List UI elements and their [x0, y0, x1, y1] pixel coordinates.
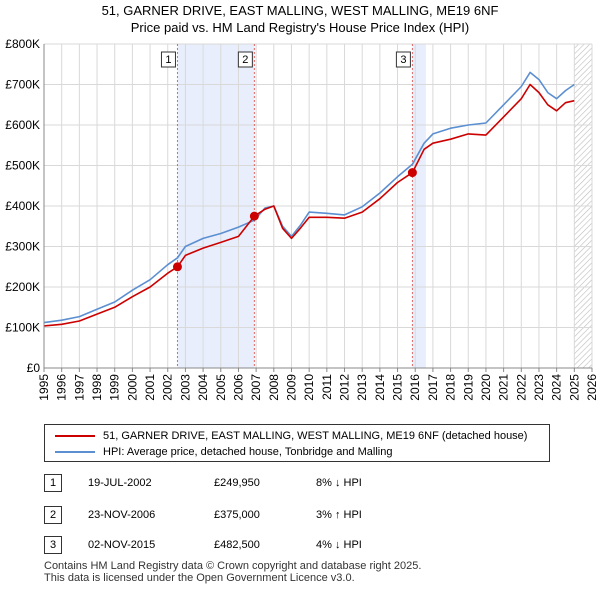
- series-line-hpi: [43, 71, 575, 324]
- sale-marker-3: 3: [44, 536, 62, 554]
- sale-hpi-diff: 8% ↓ HPI: [316, 477, 362, 489]
- x-tick-label: 2005: [214, 374, 228, 401]
- y-tick-label: £300K: [5, 240, 40, 254]
- x-tick-label: 2011: [320, 374, 334, 400]
- sale-point-marker: [407, 168, 417, 178]
- sale-hpi-diff: 3% ↑ HPI: [316, 509, 362, 521]
- sale-row-3: 3 02-NOV-2015 £482,500 4% ↓ HPI: [44, 536, 464, 554]
- chart-title: 51, GARNER DRIVE, EAST MALLING, WEST MAL…: [0, 2, 600, 36]
- x-tick-label: 2004: [196, 374, 210, 401]
- legend-swatch-hpi: [55, 451, 95, 453]
- x-tick-label: 1997: [72, 374, 86, 401]
- y-tick-label: £200K: [5, 280, 40, 294]
- y-tick-label: £600K: [5, 118, 40, 132]
- sale-price: £482,500: [214, 539, 260, 551]
- x-tick-label: 2001: [143, 374, 157, 401]
- x-tick-label: 2016: [408, 374, 422, 401]
- x-tick-label: 2000: [125, 374, 139, 401]
- annotation-label: 1: [165, 54, 171, 66]
- x-tick-label: 2018: [444, 374, 458, 401]
- legend-label-property: 51, GARNER DRIVE, EAST MALLING, WEST MAL…: [103, 430, 528, 442]
- x-tick-label: 2024: [550, 374, 564, 401]
- x-tick-label: 2017: [426, 374, 440, 401]
- x-tick-label: 2003: [178, 374, 192, 401]
- y-tick-label: £800K: [5, 37, 40, 51]
- annotation-label: 3: [400, 54, 406, 66]
- x-tick-label: 2012: [338, 374, 352, 401]
- y-tick-label: £0: [27, 361, 41, 375]
- title-line-1: 51, GARNER DRIVE, EAST MALLING, WEST MAL…: [101, 3, 499, 18]
- title-line-2: Price paid vs. HM Land Registry's House …: [130, 20, 470, 35]
- x-tick-label: 2021: [497, 374, 511, 401]
- sale-row-2: 2 23-NOV-2006 £375,000 3% ↑ HPI: [44, 506, 464, 524]
- sale-date: 02-NOV-2015: [88, 539, 156, 551]
- sale-point-marker: [172, 262, 182, 272]
- sale-hpi-diff: 4% ↓ HPI: [316, 539, 362, 551]
- footer-copyright: Contains HM Land Registry data © Crown c…: [44, 560, 422, 572]
- x-tick-label: 1996: [55, 374, 69, 401]
- x-tick-label: 2026: [585, 374, 599, 401]
- footer: Contains HM Land Registry data © Crown c…: [44, 560, 421, 584]
- x-tick-label: 1999: [108, 374, 122, 401]
- annotation-box: [160, 51, 176, 68]
- price-chart: 1 2 3 £0 £100K £200K £300K £400K £500K £600K £700K…: [5, 37, 599, 401]
- x-tick-label: 2025: [567, 374, 581, 401]
- annotation-label: 2: [242, 54, 248, 66]
- legend: 51, GARNER DRIVE, EAST MALLING, WEST MAL…: [44, 424, 550, 462]
- sale-row-1: 1 19-JUL-2002 £249,950 8% ↓ HPI: [44, 474, 464, 492]
- sale-price: £249,950: [214, 477, 260, 489]
- x-tick-label: 2020: [479, 374, 493, 401]
- x-tick-label: 2010: [302, 374, 316, 401]
- annotation-box: [395, 51, 411, 68]
- sale-date: 19-JUL-2002: [88, 477, 152, 489]
- x-tick-label: 2009: [284, 374, 298, 401]
- x-tick-label: 2006: [231, 374, 245, 401]
- legend-swatch-property: [55, 435, 95, 437]
- x-tick-label: 2014: [373, 374, 387, 401]
- x-tick-label: 2007: [249, 374, 263, 401]
- x-tick-label: 1998: [90, 374, 104, 401]
- annotation-box: [237, 51, 253, 68]
- legend-item-hpi: HPI: Average price, detached house, Tonb…: [45, 444, 545, 460]
- legend-label-hpi: HPI: Average price, detached house, Tonb…: [103, 446, 393, 458]
- sale-marker-2: 2: [44, 506, 62, 524]
- x-tick-label: 2013: [355, 374, 369, 401]
- x-tick-label: 2022: [514, 374, 528, 401]
- x-tick-label: 2002: [161, 374, 175, 401]
- sale-marker-1: 1: [44, 474, 62, 492]
- x-tick-label: 2019: [461, 374, 475, 401]
- x-tick-label: 2008: [267, 374, 281, 401]
- sale-point-marker: [249, 211, 259, 221]
- x-tick-label: 2015: [391, 374, 405, 401]
- x-tick-label: 2023: [532, 374, 546, 401]
- y-tick-label: £100K: [5, 321, 40, 335]
- footer-license: This data is licensed under the Open Gov…: [44, 572, 355, 584]
- sale-price: £375,000: [214, 509, 260, 521]
- x-tick-label: 1995: [37, 374, 51, 401]
- y-tick-label: £700K: [5, 78, 40, 92]
- y-tick-label: £400K: [5, 199, 40, 213]
- legend-item-property: 51, GARNER DRIVE, EAST MALLING, WEST MAL…: [45, 428, 545, 444]
- y-tick-label: £500K: [5, 159, 40, 173]
- series-line-property: [43, 83, 575, 327]
- sale-date: 23-NOV-2006: [88, 509, 156, 521]
